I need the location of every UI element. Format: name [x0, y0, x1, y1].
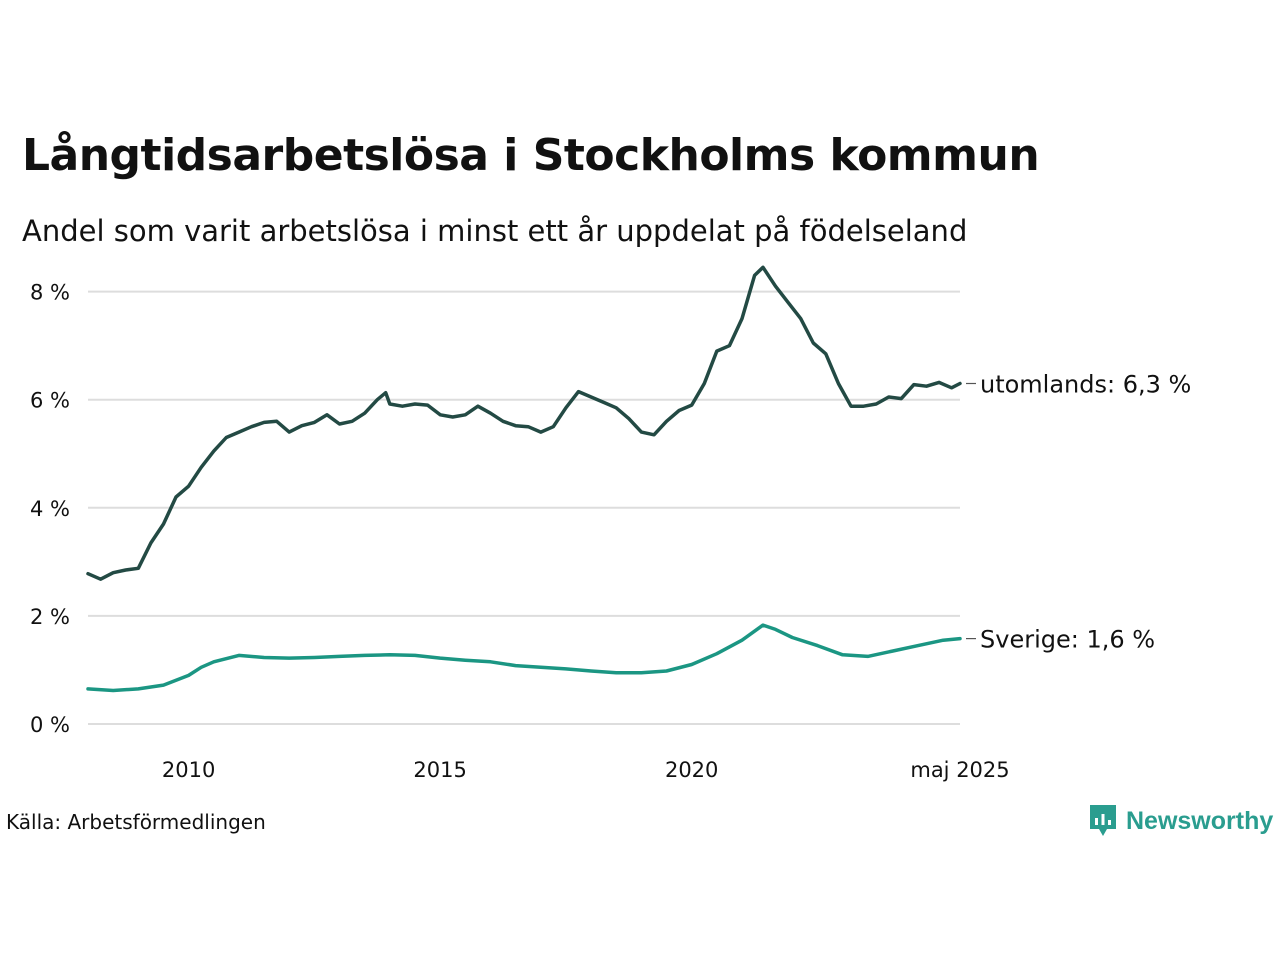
y-tick-label: 8 % — [30, 281, 70, 305]
end-label-sverige: Sverige: 1,6 % — [980, 626, 1155, 654]
series-line-sverige — [86, 623, 962, 693]
series-lines — [86, 265, 962, 693]
x-tick-label: maj 2025 — [910, 758, 1009, 782]
grid-lines — [88, 290, 960, 725]
source-note: Källa: Arbetsförmedlingen — [6, 810, 266, 834]
y-tick-label: 4 % — [30, 497, 70, 521]
y-tick-label: 0 % — [30, 713, 70, 737]
end-label-utomlands: utomlands: 6,3 % — [980, 371, 1191, 399]
chart-title: Långtidsarbetslösa i Stockholms kommun — [22, 130, 1040, 181]
x-tick-label: 2010 — [162, 758, 215, 782]
x-tick-label: 2015 — [413, 758, 466, 782]
y-axis: 0 % 2 % 4 % 6 % 8 % — [30, 281, 70, 737]
newsworthy-logo: Newsworthy — [1088, 803, 1273, 839]
y-tick-label: 6 % — [30, 389, 70, 413]
logo-text: Newsworthy — [1126, 806, 1274, 835]
end-labels: utomlands: 6,3 % Sverige: 1,6 % — [966, 371, 1191, 654]
y-tick-label: 2 % — [30, 605, 70, 629]
chart-subtitle: Andel som varit arbetslösa i minst ett å… — [22, 214, 968, 248]
newsworthy-logo-icon — [1090, 805, 1116, 836]
series-line-utomlands — [86, 265, 962, 581]
x-tick-label: 2020 — [665, 758, 718, 782]
x-axis: 2010 2015 2020 maj 2025 — [162, 758, 1010, 782]
